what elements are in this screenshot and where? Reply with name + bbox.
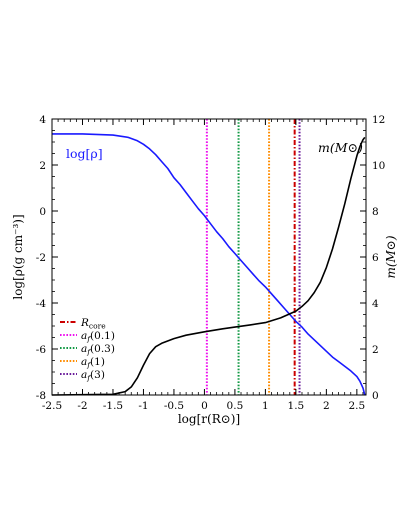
x-tick-label: -1.5: [103, 400, 123, 412]
y-left-tick-label: -8: [36, 390, 46, 402]
y-left-tick-label: -2: [36, 252, 46, 264]
y-left-tick-label: 0: [39, 206, 46, 218]
x-tick-label: 0.5: [227, 400, 244, 412]
y-right-tick-label: 10: [372, 160, 385, 172]
y-right-tick-label: 0: [372, 390, 379, 402]
legend-label: af(0.1): [81, 330, 115, 344]
x-tick-label: -1: [138, 400, 148, 412]
series-line-mass: [51, 136, 366, 396]
legend-label: af(0.3): [81, 343, 115, 357]
density-annotation: log[ρ]: [66, 146, 103, 161]
y-right-axis-label: m(M⊙): [384, 235, 398, 278]
axis-labels: log[r(R⊙)] log[ρ(g cm⁻³)] m(M⊙): [11, 214, 398, 426]
y-left-tick-label: -6: [36, 344, 47, 356]
x-axis-label: log[r(R⊙)]: [178, 412, 240, 426]
y-left-tick-label: 4: [39, 114, 46, 126]
annotations: log[ρ] m(M⊙): [66, 140, 363, 161]
legend-label: Rcore: [80, 317, 106, 331]
series-line-density: [52, 133, 366, 396]
x-tick-label: 1: [262, 400, 269, 412]
x-tick-label: -2: [77, 400, 87, 412]
mass-annotation: m(M⊙): [318, 140, 363, 155]
y-right-tick-label: 12: [372, 114, 385, 126]
x-tick-label: -0.5: [164, 400, 184, 412]
legend-label: af(3): [81, 369, 105, 383]
axis-ticks: [51, 118, 366, 396]
x-tick-label: 2: [323, 400, 330, 412]
tick-labels: -2.5 -2 -1.5 -1 -0.5 0 0.5 1 1.5 2 2.5 4 2 0 -2 -4 -6 -8 1…: [36, 114, 386, 412]
y-left-axis-label: log[ρ(g cm⁻³)]: [11, 214, 25, 299]
y-left-tick-label: 2: [39, 160, 46, 172]
y-right-tick-label: 6: [372, 252, 379, 264]
x-tick-label: 0: [201, 400, 208, 412]
x-tick-label: 2.5: [349, 400, 366, 412]
y-right-tick-label: 2: [372, 344, 379, 356]
data-series: [51, 133, 366, 396]
y-left-tick-label: -4: [36, 298, 47, 310]
legend-label: af(1): [81, 356, 105, 370]
y-right-tick-label: 8: [372, 206, 379, 218]
y-right-tick-label: 4: [372, 298, 379, 310]
x-tick-label: 1.5: [288, 400, 305, 412]
x-tick-label: -2.5: [42, 400, 62, 412]
vertical-lines: [205, 119, 301, 395]
